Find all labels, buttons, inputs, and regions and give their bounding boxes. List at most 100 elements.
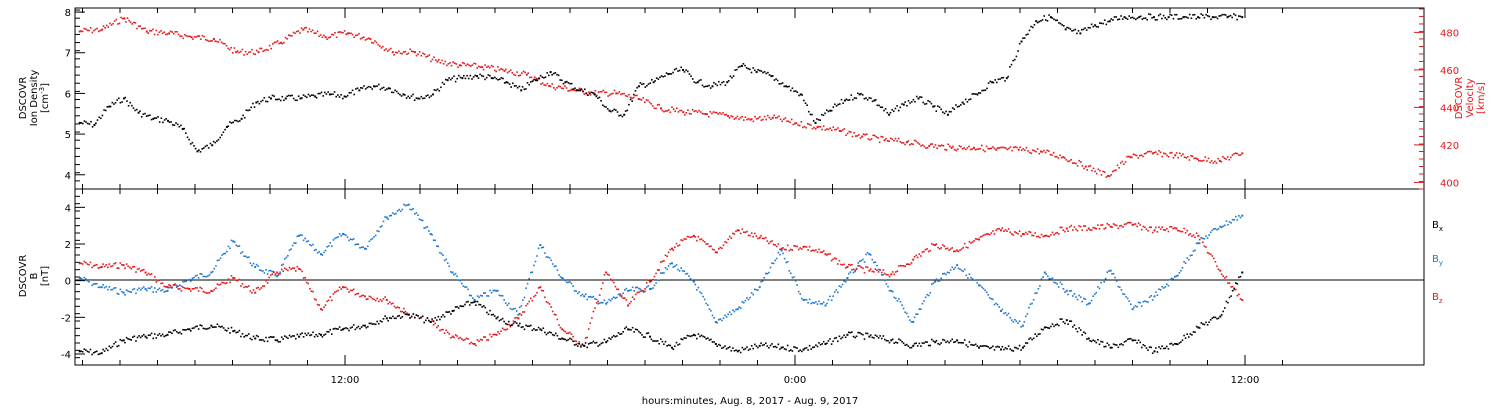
bz-point: [1020, 235, 1022, 237]
by-point: [431, 233, 433, 236]
density-point: [328, 93, 331, 96]
bz-point: [540, 289, 543, 292]
bz-point: [462, 339, 465, 341]
bx-point: [899, 339, 902, 342]
bx-point: [788, 350, 791, 352]
bx-point: [1172, 344, 1174, 346]
bx-point: [902, 342, 905, 345]
by-point: [562, 278, 565, 281]
velocity-point: [160, 30, 162, 32]
velocity-point: [275, 41, 277, 43]
by-point: [1198, 242, 1201, 245]
velocity-point: [334, 32, 336, 34]
velocity-point: [1092, 167, 1095, 170]
velocity-point: [559, 85, 561, 88]
bz-point: [611, 279, 613, 282]
bz-point: [254, 291, 257, 294]
velocity-point: [880, 135, 882, 138]
bz-point: [851, 263, 853, 266]
bz-point: [326, 300, 328, 303]
bx-point: [733, 350, 736, 352]
velocity-point: [80, 30, 82, 32]
bz-point: [558, 324, 560, 326]
by-point: [581, 293, 584, 296]
bx-point: [1040, 328, 1043, 331]
density-point: [1210, 18, 1212, 21]
density-point: [343, 95, 346, 98]
by-point: [186, 279, 189, 281]
bx-point: [476, 300, 479, 303]
bx-point: [356, 326, 358, 329]
bx-point: [843, 334, 845, 337]
bx-point: [107, 349, 109, 352]
velocity-point: [767, 114, 769, 117]
velocity-point: [674, 110, 676, 113]
bz-point: [329, 296, 331, 298]
density-point: [687, 70, 689, 73]
bz-point: [1144, 226, 1146, 228]
by-point: [1040, 278, 1043, 280]
density-point: [824, 112, 826, 115]
density-point: [605, 106, 607, 108]
by-point: [271, 270, 274, 273]
by-point: [620, 294, 623, 297]
bx-point: [768, 347, 770, 349]
density-point: [356, 87, 359, 89]
bx-point: [122, 339, 125, 342]
bx-point: [686, 334, 689, 337]
bz-point: [436, 326, 438, 329]
bz-point: [191, 288, 194, 290]
by-point: [982, 287, 985, 290]
bx-point: [879, 335, 881, 337]
by-point: [1089, 302, 1091, 304]
velocity-point: [359, 38, 362, 40]
bz-point: [1025, 231, 1027, 234]
velocity-point: [372, 42, 375, 44]
bx-point: [1183, 334, 1185, 337]
bz-point: [1133, 223, 1135, 226]
bz-point: [959, 249, 961, 251]
bx-point: [1043, 326, 1046, 329]
bx-point: [468, 304, 471, 306]
velocity-point: [487, 65, 490, 68]
x-tick-label: 0:00: [784, 375, 806, 386]
density-point: [940, 108, 942, 111]
by-point: [262, 270, 264, 272]
bx-point: [100, 352, 103, 355]
velocity-point: [402, 51, 405, 53]
bx-point: [321, 336, 324, 338]
density-point: [288, 94, 290, 97]
bx-point: [880, 337, 883, 340]
velocity-point: [816, 126, 819, 129]
bx-point: [732, 347, 734, 349]
by-point: [257, 265, 259, 267]
by-point: [893, 296, 895, 299]
bx-point: [1061, 318, 1063, 320]
by-point: [418, 218, 421, 221]
velocity-point: [851, 135, 854, 138]
bx-point: [1216, 317, 1218, 320]
velocity-point: [1028, 151, 1031, 154]
bx-point: [483, 305, 485, 307]
density-point: [229, 121, 231, 123]
density-point: [793, 90, 795, 93]
bz-point: [290, 268, 292, 270]
density-point: [861, 94, 864, 96]
density-point: [1200, 13, 1202, 15]
velocity-point: [281, 42, 284, 45]
bx-point: [1109, 346, 1112, 349]
bx-point: [603, 338, 606, 341]
bz-point: [730, 237, 733, 239]
density-point: [260, 100, 262, 103]
velocity-point: [947, 143, 949, 146]
bx-point: [1175, 343, 1178, 345]
density-point: [310, 94, 313, 96]
bz-point: [467, 338, 469, 340]
density-point: [366, 86, 369, 89]
bz-point: [265, 280, 267, 282]
bz-point: [1056, 231, 1058, 234]
density-point: [938, 106, 941, 108]
bx-point: [370, 322, 372, 325]
bx-point: [229, 332, 231, 334]
bz-point: [338, 286, 341, 289]
